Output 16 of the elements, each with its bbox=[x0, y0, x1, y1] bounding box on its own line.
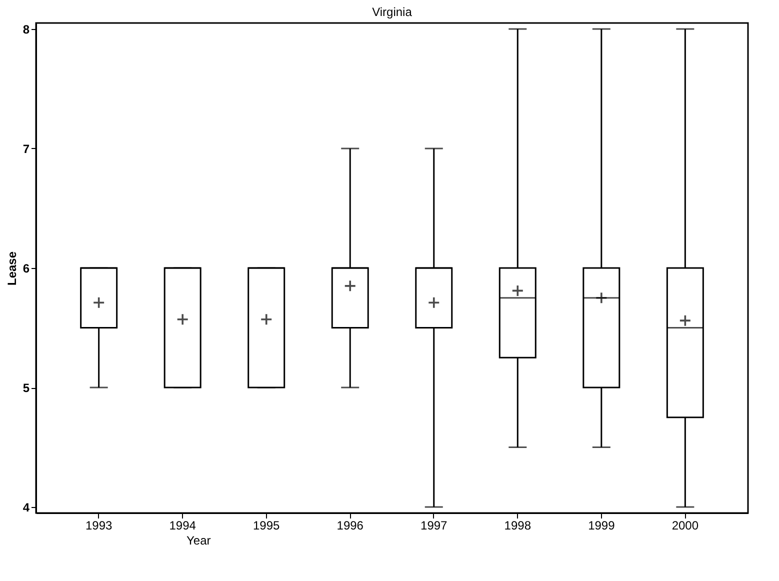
x-tick-label: 1994 bbox=[169, 518, 196, 532]
y-tick-label: 8 bbox=[22, 22, 30, 36]
x-tick-label: 1998 bbox=[504, 518, 532, 532]
x-axis-title: Year bbox=[186, 534, 211, 548]
x-tick-label: 1997 bbox=[420, 518, 448, 532]
y-tick-label: 4 bbox=[22, 500, 30, 515]
x-tick-label: 1995 bbox=[253, 518, 280, 532]
y-axis-title: Lease bbox=[4, 251, 19, 286]
y-tick-label: 5 bbox=[22, 381, 30, 396]
x-tick-label: 1996 bbox=[336, 518, 364, 532]
x-tick-label: 1993 bbox=[85, 518, 112, 532]
chart-title: Virginia bbox=[372, 4, 412, 19]
y-tick-label: 7 bbox=[22, 142, 30, 156]
x-tick-label: 2000 bbox=[672, 518, 699, 532]
x-tick-label: 1999 bbox=[588, 518, 616, 532]
y-tick-label: 6 bbox=[22, 262, 30, 276]
